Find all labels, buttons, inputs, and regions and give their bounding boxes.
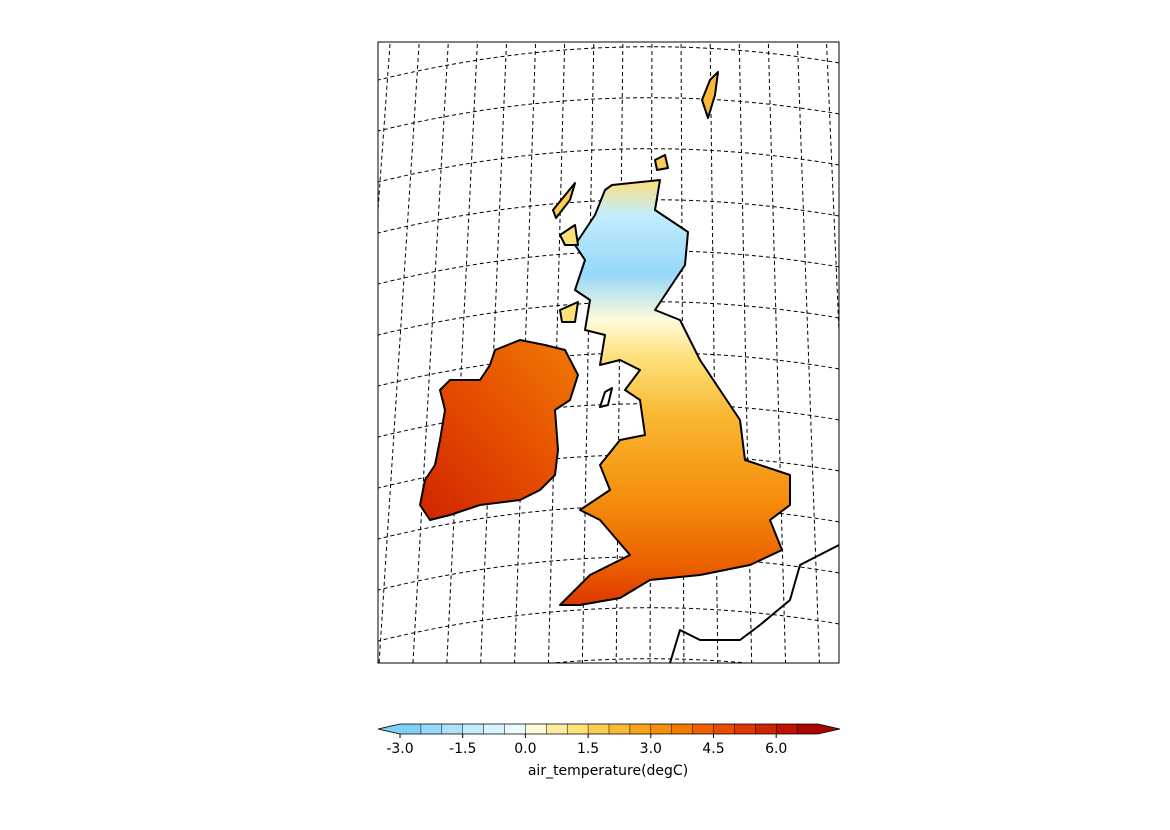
- ireland: [419, 339, 579, 521]
- colorbar-segment: [588, 724, 610, 734]
- parallel: [370, 0, 845, 31]
- isle-of-man: [599, 387, 613, 408]
- meridian: [378, 42, 391, 217]
- parallel: [378, 556, 839, 591]
- colorbar-segment: [441, 724, 464, 734]
- colorbar-segment: [776, 724, 798, 734]
- colorbar-label: air_temperature(degC): [528, 763, 688, 779]
- colorbar-segment: [546, 724, 568, 734]
- parallel: [546, 658, 753, 663]
- meridian: [796, 42, 820, 663]
- colorbar-tick-label: -3.0: [386, 741, 413, 757]
- colorbar-segment: [755, 724, 777, 734]
- colorbar-segment: [483, 724, 505, 734]
- colorbar: -3.0 -1.5 0.0 1.5 3.0 4.5 6.0: [377, 723, 841, 757]
- colorbar-tick-label: 4.5: [702, 741, 724, 757]
- map: [310, 0, 888, 680]
- colorbar-tick-label: -1.5: [449, 741, 476, 757]
- meridian: [581, 42, 595, 663]
- islay: [559, 301, 579, 323]
- colorbar-segment: [567, 724, 589, 734]
- meridian: [310, 30, 362, 680]
- colorbar-segment: [671, 724, 694, 734]
- colorbar-extend-min: [378, 724, 400, 734]
- colorbar-segment: [462, 724, 485, 734]
- great-britain: [559, 179, 791, 606]
- meridian: [855, 30, 888, 680]
- colorbar-outline: [377, 723, 841, 735]
- colorbar-segment: [797, 724, 819, 734]
- graticule: [310, 0, 888, 680]
- colorbar-tick-label: 6.0: [765, 741, 787, 757]
- colorbar-segment: [734, 724, 756, 734]
- hebrides: [552, 182, 576, 219]
- colorbar-segment: [629, 724, 652, 734]
- colorbar-segment: [400, 724, 422, 734]
- meridian: [826, 42, 839, 344]
- meridian: [412, 42, 449, 663]
- colorbar-segment: [609, 724, 631, 734]
- meridian: [738, 42, 753, 663]
- map-frame: [377, 41, 840, 664]
- shetland: [701, 71, 719, 119]
- colorbar-segment: [420, 724, 443, 734]
- parallel: [378, 97, 839, 132]
- colorbar-extend-max: [818, 724, 840, 734]
- meridian: [378, 42, 420, 663]
- parallel: [378, 607, 839, 642]
- colorbar-segment: [525, 724, 547, 734]
- parallel: [378, 148, 839, 183]
- parallel: [378, 46, 839, 81]
- france: [669, 544, 839, 663]
- colorbar-segment: [692, 724, 714, 734]
- orkney: [654, 154, 669, 171]
- meridian: [446, 42, 478, 663]
- colorbar-segment: [713, 724, 735, 734]
- colorbar-tick-label: 3.0: [640, 741, 662, 757]
- colorbar-tick-label: 0.0: [514, 741, 536, 757]
- colorbar-tick-label: 1.5: [577, 741, 599, 757]
- skye: [559, 224, 579, 246]
- colorbar-segment: [504, 724, 526, 734]
- colorbar-segment: [650, 724, 673, 734]
- meridian: [709, 42, 719, 663]
- meridian: [767, 42, 787, 663]
